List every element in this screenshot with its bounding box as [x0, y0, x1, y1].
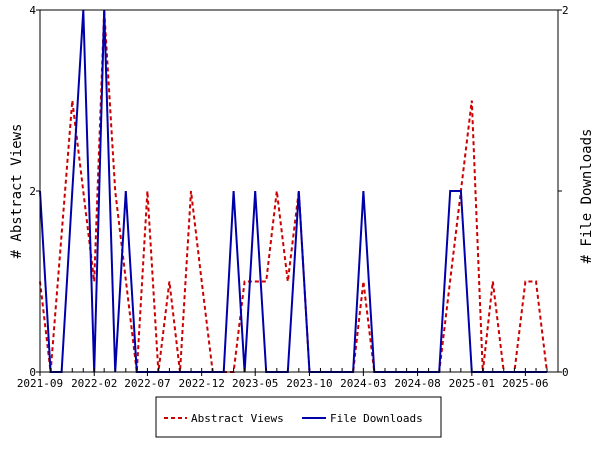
legend-label-file-downloads: File Downloads [330, 412, 423, 425]
series-layer [39, 9, 548, 373]
x-tick-label: 2022-12 [178, 377, 224, 390]
x-tick-label: 2025-06 [502, 377, 548, 390]
x-tick-label: 2022-02 [71, 377, 117, 390]
legend: Abstract Views File Downloads [155, 396, 442, 438]
ticks-layer: 2021-09 2022-02 2022-07 2022-12 2023-05 2023-… [17, 4, 569, 390]
x-tick-label: 2025-01 [449, 377, 495, 390]
x-tick-label: 2023-05 [232, 377, 278, 390]
x-tick-label: 2024-03 [340, 377, 386, 390]
x-tick-label: 2021-09 [17, 377, 63, 390]
right-y-tick-label: 0 [562, 366, 569, 379]
legend-label-abstract-views: Abstract Views [191, 412, 284, 425]
series-line-file-downloads [39, 9, 547, 373]
legend-box [155, 396, 442, 438]
left-y-tick-label: 2 [29, 185, 36, 198]
series-line-abstract-views [39, 9, 548, 373]
x-tick-label: 2023-10 [286, 377, 332, 390]
right-y-tick-label: 2 [562, 4, 569, 17]
right-axis-label: # File Downloads [579, 129, 595, 264]
x-tick-label: 2022-07 [124, 377, 170, 390]
x-tick-label: 2024-08 [394, 377, 440, 390]
left-y-tick-label: 0 [29, 366, 36, 379]
left-axis-label: # Abstract Views [9, 124, 25, 259]
left-y-tick-label: 4 [29, 4, 36, 17]
